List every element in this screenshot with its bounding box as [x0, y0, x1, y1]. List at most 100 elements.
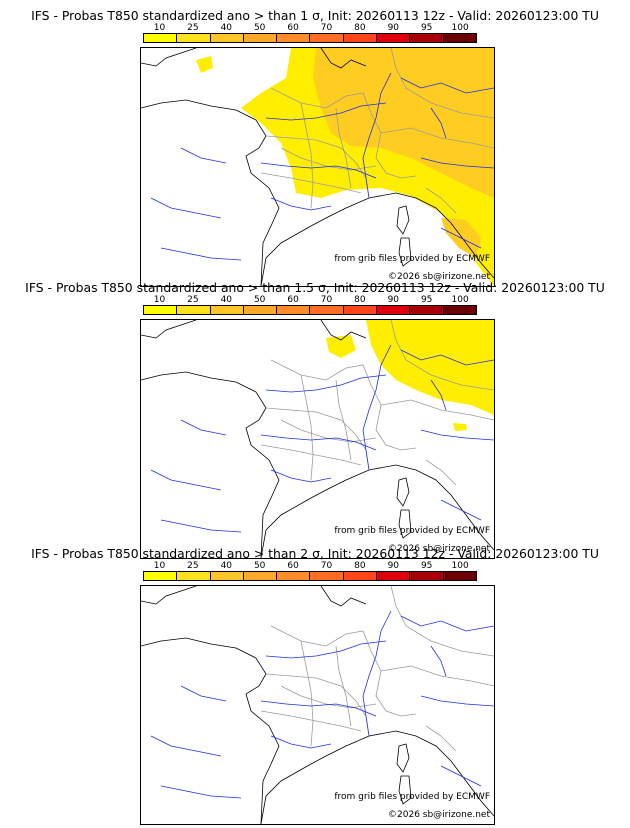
colorbar-tick-label: 100: [451, 23, 469, 33]
admin-border: [300, 374, 314, 481]
colorbar-segment: [177, 306, 211, 314]
colorbar-tick-labels: 10 25 40 50 60 70 80 90 95 100: [143, 295, 477, 305]
coastline-north-sea: [320, 586, 367, 607]
river: [270, 469, 332, 483]
colorbar-tick-label: 95: [420, 23, 433, 33]
colorbar-tick-labels: 10 25 40 50 60 70 80 90 95 100: [143, 561, 477, 571]
colorbar-segment: [343, 34, 378, 42]
colorbar-tick-label: 40: [220, 23, 233, 33]
colorbar-tick-label: 25: [187, 561, 199, 571]
probability-area: [326, 335, 356, 358]
corsica: [396, 743, 410, 773]
colorbar-segment: [410, 572, 444, 580]
colorbar-segment: [144, 306, 178, 314]
river: [440, 227, 482, 249]
admin-border: [270, 359, 417, 451]
river: [150, 469, 222, 491]
probability-map: from grib files provided by ECMWF ©2026 …: [140, 47, 495, 287]
river: [400, 349, 494, 366]
colorbar-tick-label: 80: [354, 295, 366, 305]
river: [265, 640, 387, 659]
credit-copyright: ©2026 sb@irizone.net: [388, 272, 490, 282]
panel-title: IFS - Probas T850 standardized ano > tha…: [31, 546, 599, 561]
river: [420, 157, 494, 169]
river: [160, 247, 242, 261]
river: [265, 374, 387, 393]
colorbar-tick-label: 60: [287, 561, 299, 571]
colorbar-segment: [310, 34, 344, 42]
colorbar-tick-label: 90: [387, 561, 400, 571]
admin-border: [425, 725, 457, 752]
admin-border: [335, 379, 352, 461]
river: [400, 77, 494, 94]
probability-area: [313, 48, 494, 198]
admin-border: [280, 685, 377, 709]
colorbar-segment: [210, 34, 244, 42]
admin-border: [380, 127, 494, 149]
probability-map: from grib files provided by ECMWF ©2026 …: [140, 585, 495, 825]
coastline-north-sea: [320, 320, 367, 341]
colorbar-segment: [410, 306, 444, 314]
colorbar-segment: [443, 572, 476, 580]
colorbar-segment: [310, 306, 344, 314]
colorbar-segment: [377, 306, 411, 314]
colorbar-segment: [277, 34, 311, 42]
colorbar-tick-label: 90: [387, 295, 400, 305]
river: [260, 700, 377, 717]
river: [180, 419, 227, 436]
colorbar-segment: [177, 572, 211, 580]
colorbar-tick-label: 70: [320, 23, 333, 33]
coastline-uk: [141, 48, 197, 67]
colorbar-segment: [443, 306, 476, 314]
credit-source: from grib files provided by ECMWF: [334, 526, 490, 536]
admin-border: [260, 710, 362, 732]
river: [430, 107, 447, 139]
river: [400, 615, 494, 632]
colorbar-segment: [144, 34, 178, 42]
coastline-atlantic: [141, 371, 280, 558]
colorbar-tick-label: 25: [187, 295, 199, 305]
admin-border: [390, 48, 494, 119]
colorbar-tick-label: 95: [420, 561, 433, 571]
river: [260, 434, 377, 451]
river: [180, 147, 227, 164]
colorbar-tick-label: 25: [187, 23, 199, 33]
admin-border: [260, 172, 362, 194]
colorbar-segment: [144, 572, 178, 580]
credit-source: from grib files provided by ECMWF: [334, 792, 490, 802]
colorbar-tick-label: 60: [287, 23, 299, 33]
credit-copyright: ©2026 sb@irizone.net: [388, 810, 490, 820]
map-panel-2: IFS - Probas T850 standardized ano > tha…: [0, 280, 630, 559]
colorbar: [143, 571, 477, 581]
colorbar-tick-label: 90: [387, 23, 400, 33]
map-graphic: [141, 320, 494, 558]
river: [430, 645, 447, 677]
colorbar-segment: [210, 572, 244, 580]
colorbar-tick-label: 50: [253, 295, 266, 305]
admin-border: [300, 102, 314, 209]
river: [160, 785, 242, 799]
colorbar-segment: [410, 34, 444, 42]
colorbar-tick-label: 10: [153, 295, 166, 305]
colorbar-tick-label: 70: [320, 295, 333, 305]
admin-border: [300, 640, 314, 747]
admin-border: [380, 399, 494, 421]
river: [150, 197, 222, 219]
colorbar-segment: [210, 306, 244, 314]
coastline-atlantic: [141, 99, 280, 286]
map-panel-1: IFS - Probas T850 standardized ano > tha…: [0, 8, 630, 287]
colorbar-tick-label: 40: [220, 561, 233, 571]
colorbar-segment: [277, 572, 311, 580]
admin-border: [280, 419, 377, 443]
admin-border: [265, 673, 370, 737]
colorbar-tick-label: 10: [153, 561, 166, 571]
colorbar-segment: [277, 306, 311, 314]
panel-title: IFS - Probas T850 standardized ano > tha…: [31, 8, 599, 23]
river: [362, 344, 392, 471]
river: [362, 610, 392, 737]
credit-source: from grib files provided by ECMWF: [334, 254, 490, 264]
colorbar-tick-label: 100: [451, 561, 469, 571]
colorbar-segment: [243, 34, 278, 42]
colorbar-segment: [310, 572, 344, 580]
credit-copyright: ©2026 sb@irizone.net: [388, 544, 490, 554]
